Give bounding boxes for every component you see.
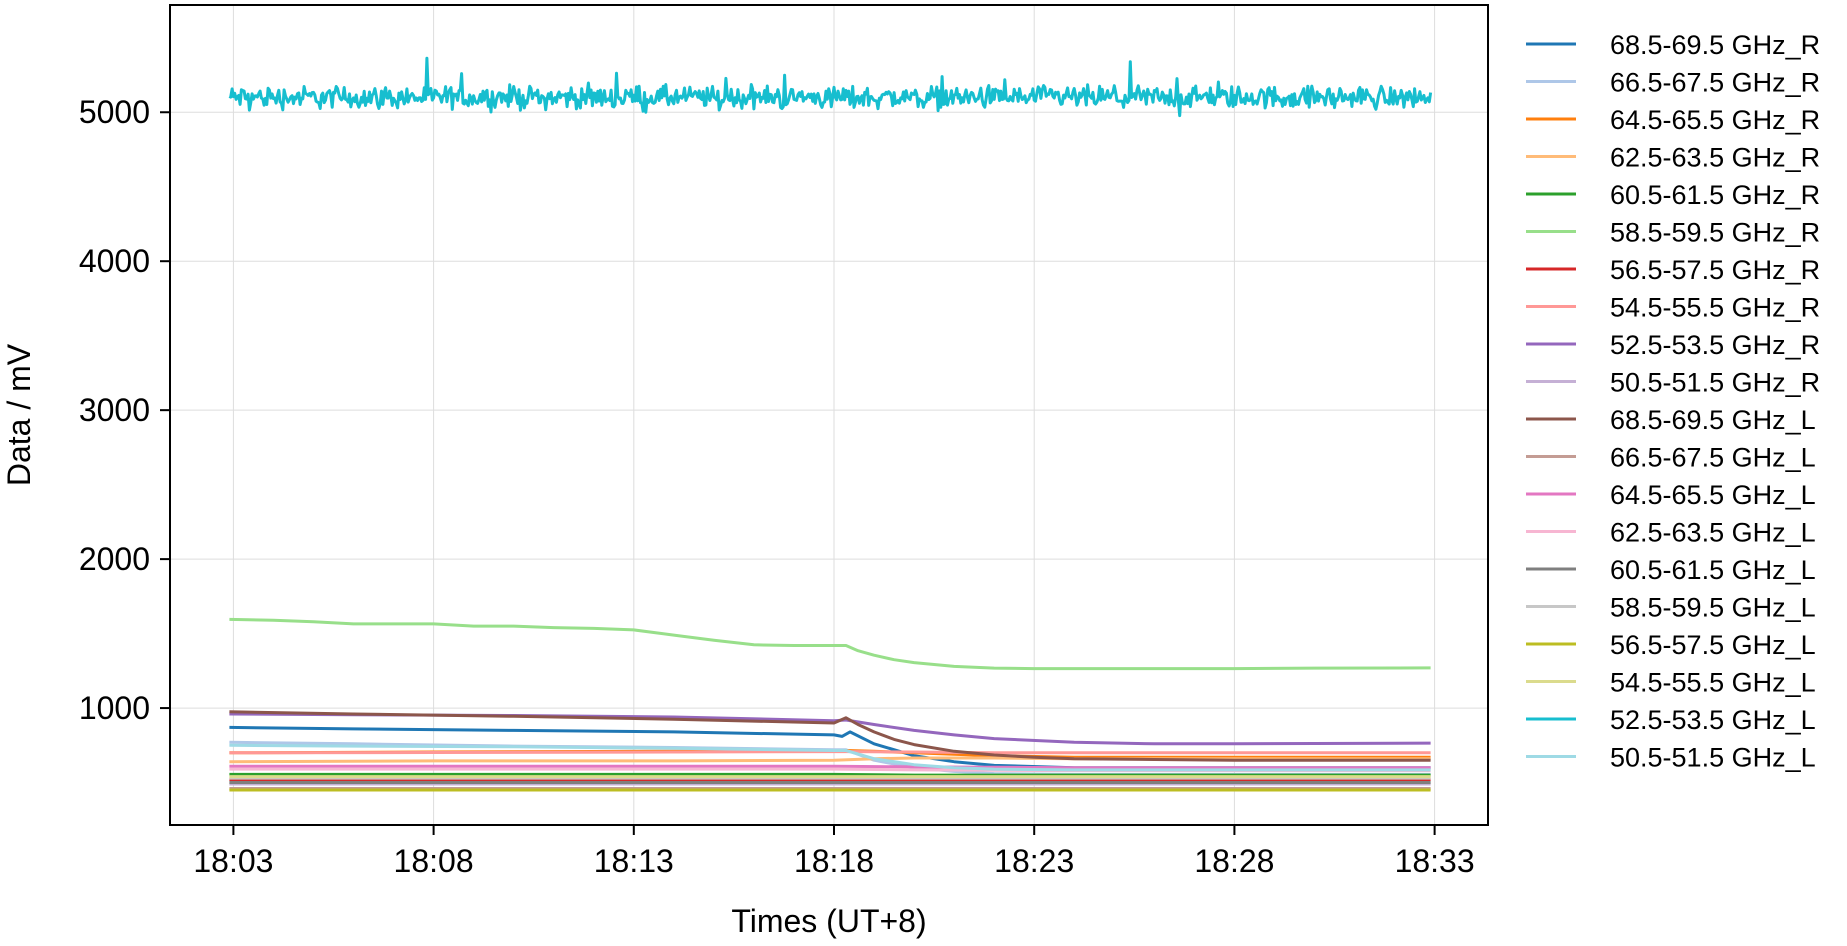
y-tick-label: 2000	[79, 541, 150, 577]
legend-label: 64.5-65.5 GHz_R	[1610, 105, 1820, 135]
y-axis: 1000 2000 3000 4000 5000	[79, 94, 170, 726]
series-line-19	[229, 743, 1431, 772]
plot-frame	[169, 4, 1489, 826]
legend-label: 52.5-53.5 GHz_L	[1610, 705, 1816, 735]
legend-label: 58.5-59.5 GHz_R	[1610, 218, 1820, 248]
legend-label: 66.5-67.5 GHz_R	[1610, 68, 1820, 98]
legend-label: 56.5-57.5 GHz_L	[1610, 630, 1816, 660]
y-tick-label: 4000	[79, 243, 150, 279]
series-line-10	[229, 710, 1431, 762]
series-line-7	[229, 750, 1431, 755]
series-line-18	[228, 56, 1433, 118]
series-line-4	[229, 772, 1431, 777]
x-tick-label: 18:18	[794, 843, 874, 879]
legend: 68.5-69.5 GHz_R 66.5-67.5 GHz_R 64.5-65.5 …	[1526, 30, 1820, 773]
series-layer	[228, 56, 1433, 792]
y-tick-label: 5000	[79, 94, 150, 130]
x-axis-label: Times (UT+8)	[731, 903, 926, 939]
x-tick-label: 18:28	[1194, 843, 1274, 879]
legend-label: 58.5-59.5 GHz_L	[1610, 593, 1816, 623]
x-tick-label: 18:08	[394, 843, 474, 879]
legend-label: 56.5-57.5 GHz_R	[1610, 255, 1820, 285]
x-tick-label: 18:03	[193, 843, 273, 879]
legend-label: 68.5-69.5 GHz_L	[1610, 405, 1816, 435]
legend-label: 60.5-61.5 GHz_L	[1610, 555, 1816, 585]
series-line-5	[229, 617, 1431, 671]
grid-lines	[170, 5, 1488, 825]
legend-label: 62.5-63.5 GHz_R	[1610, 143, 1820, 173]
x-axis: 18:03 18:08 18:13 18:18 18:23 18:28 18:33	[193, 825, 1475, 879]
legend-label: 50.5-51.5 GHz_R	[1610, 368, 1820, 398]
x-tick-label: 18:23	[994, 843, 1074, 879]
series-line-12	[229, 764, 1431, 770]
legend-label: 68.5-69.5 GHz_R	[1610, 30, 1820, 60]
y-axis-label: Data / mV	[1, 343, 37, 486]
y-tick-label: 3000	[79, 392, 150, 428]
x-tick-label: 18:33	[1395, 843, 1475, 879]
legend-label: 54.5-55.5 GHz_R	[1610, 293, 1820, 323]
legend-label: 50.5-51.5 GHz_L	[1610, 743, 1816, 773]
legend-label: 64.5-65.5 GHz_L	[1610, 480, 1816, 510]
y-tick-label: 1000	[79, 690, 150, 726]
legend-label: 52.5-53.5 GHz_R	[1610, 330, 1820, 360]
legend-label: 66.5-67.5 GHz_L	[1610, 443, 1816, 473]
legend-label: 62.5-63.5 GHz_L	[1610, 518, 1816, 548]
x-tick-label: 18:13	[594, 843, 674, 879]
legend-label: 60.5-61.5 GHz_R	[1610, 180, 1820, 210]
legend-label: 54.5-55.5 GHz_L	[1610, 668, 1816, 698]
